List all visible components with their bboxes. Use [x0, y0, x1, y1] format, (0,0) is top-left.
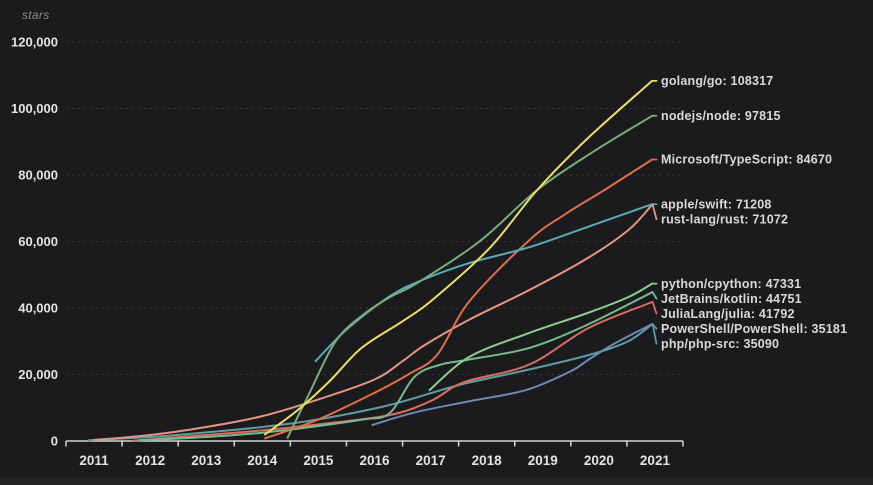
x-tick-label: 2021 — [640, 453, 671, 468]
series-end-label-jetbrains-kotlin: JetBrains/kotlin: 44751 — [661, 292, 802, 306]
y-tick-label: 40,000 — [18, 301, 58, 316]
series-line-rust-lang-rust — [93, 203, 654, 441]
x-tick-label: 2020 — [584, 453, 614, 468]
series-leader-julialang-julia — [651, 301, 658, 315]
y-tick-label: 60,000 — [18, 234, 58, 249]
y-axis-tick-labels: 0 20,000 40,000 60,000 80,000 100,000 120,000 — [11, 35, 58, 449]
series-line-python-cpython — [428, 282, 654, 392]
series-end-label-julialang-julia: JuliaLang/julia: 41792 — [661, 307, 795, 321]
series-line-golang-go — [264, 79, 654, 436]
series-end-label-powershell-powershell: PowerShell/PowerShell: 35181 — [661, 322, 847, 336]
x-tick-label: 2014 — [247, 453, 278, 468]
series-line-microsoft-typescript — [264, 158, 654, 440]
y-tick-label: 20,000 — [18, 367, 58, 382]
series-line-powershell-powershell — [371, 323, 654, 426]
x-axis: 2011 2012 2013 2014 2015 2016 2017 2018 2019 2020… — [65, 440, 684, 468]
series-end-label-golang-go: golang/go: 108317 — [661, 74, 773, 88]
series-leader-rust-lang-rust — [651, 203, 658, 221]
series-lines — [87, 79, 654, 442]
x-tick-label: 2011 — [79, 453, 109, 468]
x-tick-label: 2017 — [416, 453, 446, 468]
series-line-nodejs-node — [286, 114, 654, 439]
x-tick-label: 2018 — [472, 453, 503, 468]
bottom-edge-strip — [0, 477, 873, 485]
series-end-label-php-php-src: php/php-src: 35090 — [661, 337, 779, 351]
series-end-label-nodejs-node: nodejs/node: 97815 — [661, 109, 781, 123]
y-tick-label: 120,000 — [11, 35, 58, 50]
series-line-apple-swift — [314, 203, 654, 363]
series-end-labels: golang/go: 108317 nodejs/node: 97815 Micro… — [651, 74, 847, 351]
y-tick-label: 100,000 — [11, 101, 58, 116]
series-line-jetbrains-kotlin — [137, 291, 654, 442]
series-end-label-microsoft-typescript: Microsoft/TypeScript: 84670 — [661, 153, 832, 167]
grid-lines — [66, 41, 683, 375]
series-leader-jetbrains-kotlin — [651, 291, 658, 300]
y-tick-label: 0 — [51, 434, 58, 449]
y-tick-label: 80,000 — [18, 168, 58, 183]
series-end-label-apple-swift: apple/swift: 71208 — [661, 197, 772, 211]
x-tick-label: 2015 — [303, 453, 334, 468]
series-end-label-python-cpython: python/cpython: 47331 — [661, 277, 801, 291]
series-leader-php-php-src — [651, 323, 658, 345]
x-tick-label: 2019 — [528, 453, 558, 468]
x-tick-label: 2013 — [191, 453, 222, 468]
y-axis-unit-label: stars — [22, 8, 50, 22]
series-line-julialang-julia — [132, 301, 654, 442]
x-tick-label: 2012 — [135, 453, 165, 468]
series-end-label-rust-lang-rust: rust-lang/rust: 71072 — [661, 212, 788, 226]
x-tick-label: 2016 — [359, 453, 390, 468]
